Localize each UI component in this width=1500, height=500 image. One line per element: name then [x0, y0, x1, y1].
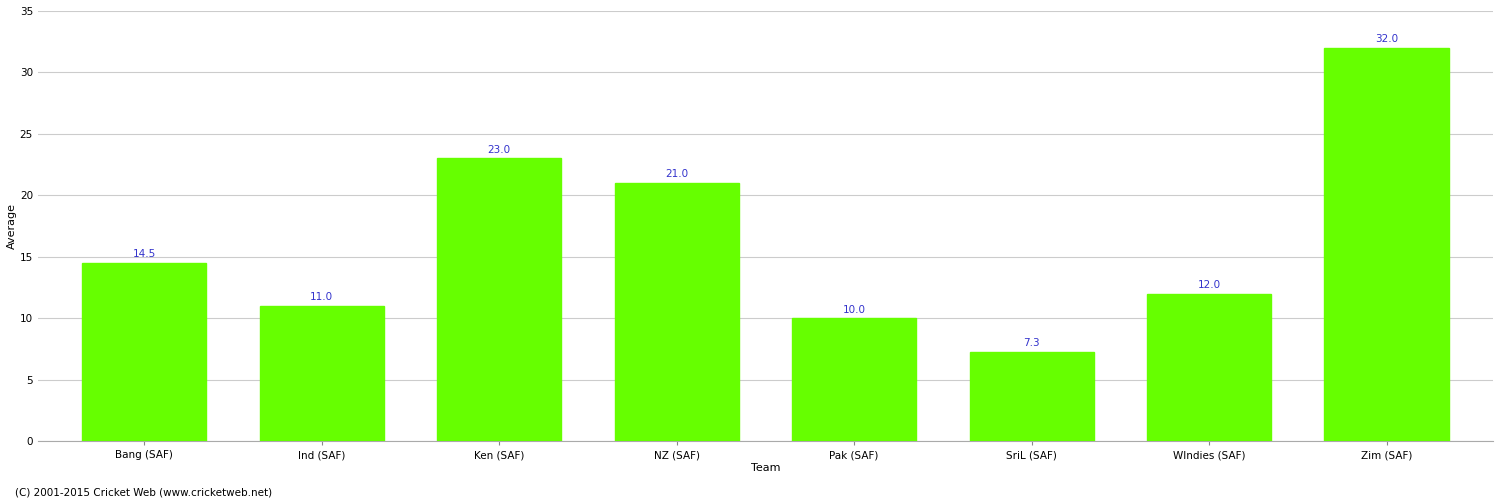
Text: 21.0: 21.0: [664, 170, 688, 179]
Bar: [615, 183, 740, 441]
Text: 10.0: 10.0: [843, 304, 866, 314]
Text: 32.0: 32.0: [1376, 34, 1398, 44]
Y-axis label: Average: Average: [8, 203, 16, 249]
Text: 14.5: 14.5: [132, 250, 156, 260]
Text: (C) 2001-2015 Cricket Web (www.cricketweb.net): (C) 2001-2015 Cricket Web (www.cricketwe…: [15, 488, 272, 498]
Bar: [82, 263, 207, 441]
Bar: [436, 158, 561, 441]
Bar: [260, 306, 384, 441]
X-axis label: Team: Team: [750, 463, 780, 473]
Bar: [969, 352, 1094, 441]
Bar: [792, 318, 916, 441]
Text: 11.0: 11.0: [310, 292, 333, 302]
Text: 12.0: 12.0: [1197, 280, 1221, 290]
Text: 23.0: 23.0: [488, 145, 512, 155]
Bar: [1148, 294, 1270, 441]
Text: 7.3: 7.3: [1023, 338, 1040, 348]
Bar: [1324, 48, 1449, 441]
